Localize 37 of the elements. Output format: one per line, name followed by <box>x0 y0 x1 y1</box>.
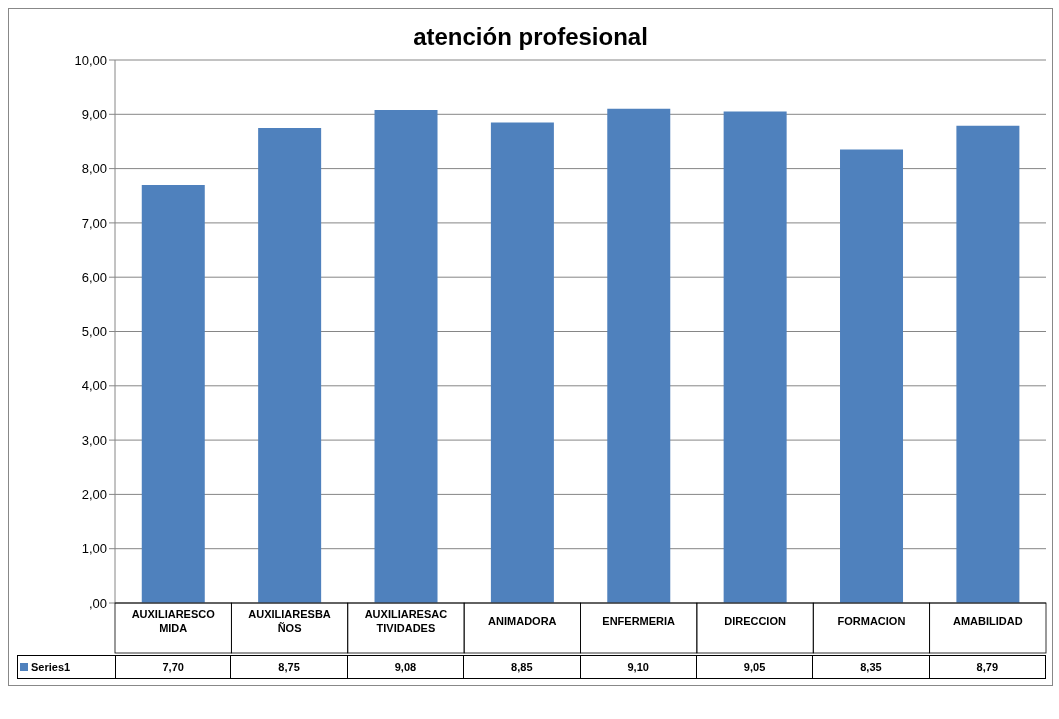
y-tick-label: 3,00 <box>81 432 107 448</box>
x-tick-label: AUXILIARESACTIVIDADES <box>364 608 448 634</box>
x-tick-label: ENFERMERIA <box>602 615 676 627</box>
y-tick-label: 7,00 <box>81 215 107 231</box>
data-label: 8,35 <box>813 655 930 679</box>
y-tick-label: ,00 <box>88 595 107 611</box>
bar <box>258 127 322 603</box>
y-tick-label: 9,00 <box>81 106 107 122</box>
data-label: 9,05 <box>696 655 814 679</box>
y-tick-label: 4,00 <box>81 378 107 394</box>
chart-title: atención profesional <box>413 23 648 50</box>
bar <box>490 122 554 603</box>
x-tick-label: ANIMADORA <box>488 615 557 627</box>
bar <box>141 184 205 603</box>
y-tick-label: 10,00 <box>74 52 107 68</box>
data-label: 9,08 <box>347 655 465 679</box>
bar <box>374 109 438 603</box>
x-tick-label: DIRECCION <box>724 615 786 627</box>
y-tick-label: 6,00 <box>81 269 107 285</box>
y-tick-label: 8,00 <box>81 161 107 177</box>
x-tick-label: AUXILIARESCOMIDA <box>131 608 216 634</box>
data-label: 8,75 <box>231 655 348 679</box>
bar <box>956 125 1020 603</box>
data-label: 7,70 <box>115 655 232 679</box>
y-tick-label: 5,00 <box>81 324 107 340</box>
x-tick-label: FORMACION <box>837 615 906 627</box>
legend-label: Series1 <box>31 661 71 673</box>
x-tick-label: AUXILIARESBAÑOS <box>248 608 331 634</box>
data-label: 8,79 <box>929 655 1046 679</box>
data-label: 8,85 <box>464 655 581 679</box>
data-label: 9,10 <box>580 655 697 679</box>
bar <box>723 111 787 603</box>
y-tick-label: 1,00 <box>81 541 107 557</box>
bar <box>840 149 904 603</box>
x-tick-label: AMABILIDAD <box>952 615 1023 627</box>
bar <box>607 108 671 603</box>
y-tick-label: 2,00 <box>81 487 107 503</box>
